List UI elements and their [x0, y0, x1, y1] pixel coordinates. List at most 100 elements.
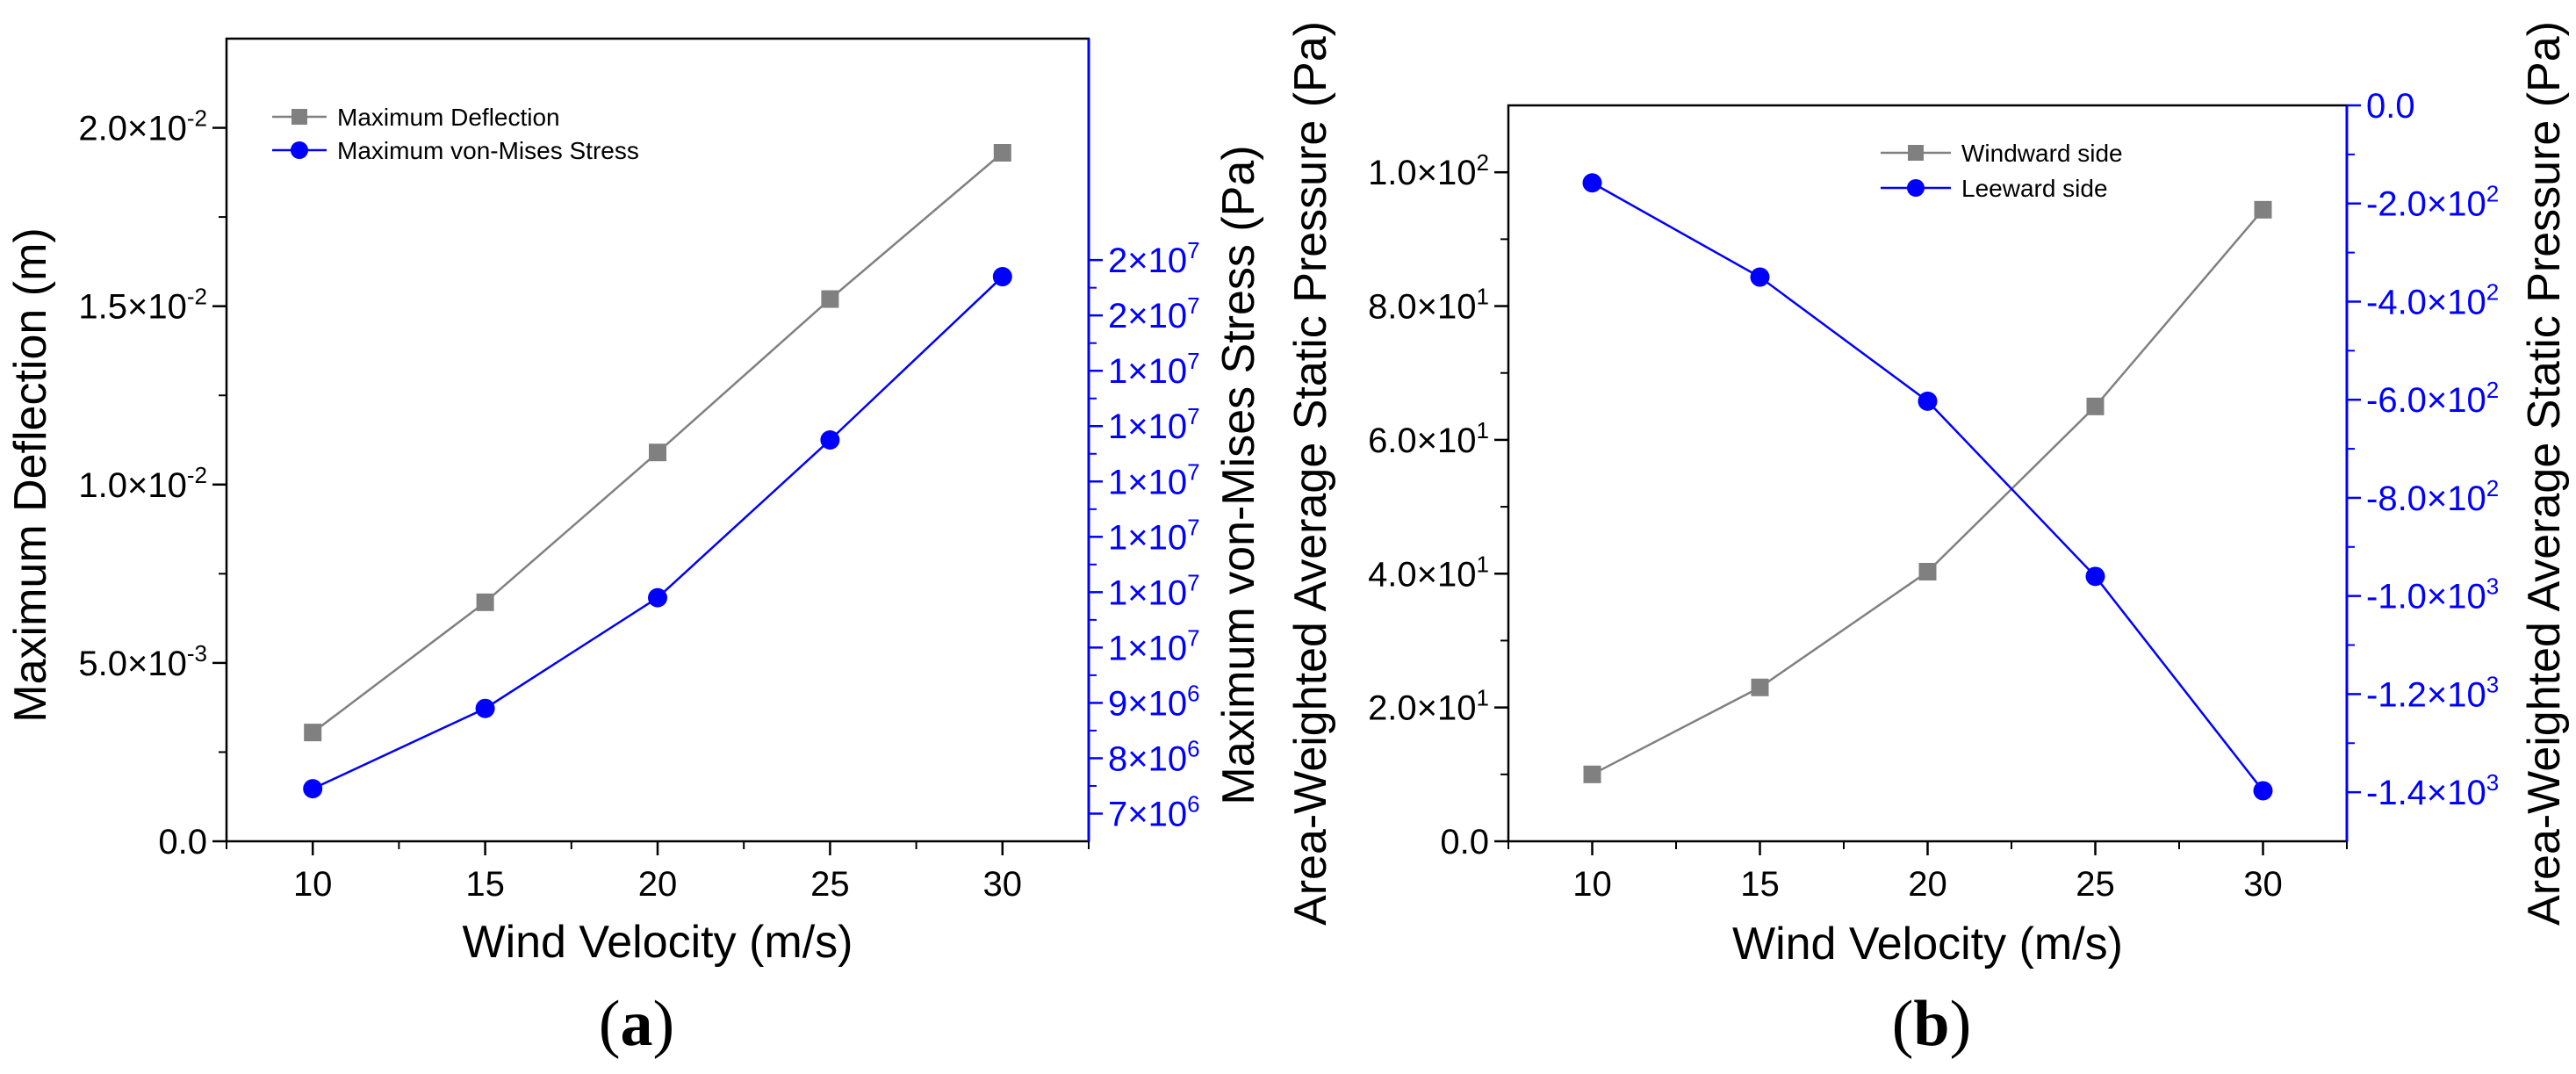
panel-b-right-tick-label: -1.2×103 [2366, 671, 2499, 714]
panel-b-label-close: ) [1950, 988, 1972, 1060]
panel-b-left-tick-label-mantissa: 6.0×10 [1368, 422, 1476, 460]
panel-b-x-tick-label: 20 [1908, 865, 1947, 904]
panel-a-right-tick-label: 9×106 [1108, 680, 1200, 723]
panel-a-right-tick-label-mantissa: 1×10 [1108, 518, 1187, 557]
panel-b-plot-frame [1507, 104, 2349, 843]
panel-a-right-tick-label: 2×107 [1108, 292, 1200, 335]
panel-b-right-tick-label-mantissa: 0.0 [2366, 87, 2415, 126]
panel-b-right-tick-label-exponent: 2 [2486, 377, 2499, 403]
panel-a-right-tick-label: 1×107 [1108, 348, 1200, 391]
panel-a-left-tick-label: 5.0×10-3 [78, 640, 207, 683]
panel-a-right-tick-label-mantissa: 1×10 [1108, 629, 1187, 667]
panel-b-left-tick-label-exponent: 1 [1477, 284, 1489, 310]
panel-b-left-axis-title: Area-Weighted Average Static Pressure (P… [1285, 21, 1336, 926]
panel-a-right-tick-label-mantissa: 7×10 [1108, 795, 1187, 833]
panel-a-left-tick-label: 1.0×10-2 [78, 462, 207, 505]
panel-a-label-open: ( [599, 988, 621, 1060]
panel-a-right-tick-label-exponent: 7 [1187, 458, 1199, 485]
panel-a-x-tick-label: 15 [465, 865, 505, 904]
panel-b-label-letter: b [1913, 988, 1949, 1060]
panel-b-x-tick-label: 25 [2076, 865, 2115, 904]
panel-b-right-tick-label-exponent: 2 [2486, 278, 2499, 305]
panel-a-right-tick-label-mantissa: 1×10 [1108, 352, 1187, 391]
panel-a-right-tick-label-exponent: 7 [1187, 403, 1199, 429]
panel-a-right-tick-label: 8×106 [1108, 735, 1200, 778]
panel-b-left-tick-label-exponent: 1 [1477, 685, 1489, 711]
panel-a-x-tick-label: 20 [638, 865, 678, 904]
panel-b-right-tick-label-mantissa: -1.4×10 [2366, 774, 2486, 812]
panel-a-label: (a) [599, 988, 674, 1060]
panel-b-right-tick-label: -2.0×102 [2366, 181, 2499, 224]
panel-a-right-tick-label-exponent: 6 [1187, 790, 1199, 817]
panel-a-left-tick-label-exponent: -2 [187, 105, 207, 132]
panel-b-right-tick-label-exponent: 3 [2486, 769, 2499, 796]
panel-b-right-tick-label-exponent: 2 [2486, 475, 2499, 501]
panel-b-legend-marker-1 [1907, 179, 1925, 197]
panel-b-left-tick-label-mantissa: 8.0×10 [1368, 288, 1476, 327]
panel-b-right-tick-label-mantissa: -2.0×10 [2366, 185, 2486, 224]
panel-a-right-tick-label-exponent: 7 [1187, 514, 1199, 540]
panel-b-right-axis-title: Area-Weighted Average Static Pressure (P… [2519, 21, 2570, 926]
panel-a-series-1-point [820, 430, 840, 450]
panel-a-left-tick-label-mantissa: 2.0×10 [78, 110, 186, 148]
panel-b-right-tick-label: -6.0×102 [2366, 377, 2499, 420]
panel-a-left-tick-label: 1.5×10-2 [78, 284, 207, 327]
panel-a-legend-label-1: Maximum von-Mises Stress [337, 137, 639, 164]
panel-b-series-0-point [2254, 200, 2272, 219]
panel-a-right-tick-label-mantissa: 9×10 [1108, 684, 1187, 723]
panel-a-left-tick-label-mantissa: 0.0 [158, 823, 207, 861]
panel-b-right-tick-label-mantissa: -6.0×10 [2366, 381, 2486, 420]
panel-b-left-tick-label: 2.0×101 [1368, 685, 1489, 728]
panel-b-label-open: ( [1892, 988, 1914, 1060]
panel-b-left-tick-label: 0.0 [1440, 823, 1489, 861]
panel-a-series-1-point [475, 698, 495, 718]
panel-a-right-tick-label-exponent: 6 [1187, 680, 1199, 706]
panel-b-series-1-point [2253, 781, 2273, 801]
panel-b-left-tick-label-exponent: 1 [1477, 551, 1489, 577]
panel-b-right-tick-label-mantissa: -4.0×10 [2366, 283, 2486, 321]
panel-a-right-tick-label-exponent: 6 [1187, 735, 1199, 761]
panel-b-left-tick-label-mantissa: 1.0×10 [1368, 154, 1476, 192]
panel-a-left-tick-label: 2.0×10-2 [78, 105, 207, 148]
panel-a-legend-marker-1 [291, 141, 308, 159]
panel-a-series-0-point [993, 143, 1011, 162]
panel-b-series-1-point [1918, 391, 1938, 411]
panel-a-left-axis-title: Maximum Deflection (m) [5, 227, 56, 722]
panel-a-x-tick-label: 30 [983, 865, 1023, 904]
panel-a-right-tick-label-mantissa: 1×10 [1108, 463, 1187, 501]
panel-b-right-tick-label: -4.0×102 [2366, 278, 2499, 321]
panel-b-right-tick-label-exponent: 3 [2486, 671, 2499, 697]
panel-b-legend-label-0: Windward side [1961, 140, 2123, 167]
panel-b-left-tick-label-mantissa: 2.0×10 [1368, 689, 1476, 728]
panel-b-left-tick-label-mantissa: 4.0×10 [1368, 555, 1476, 594]
panel-a-series-0-point [649, 443, 666, 462]
panel-b-series-1-point [1582, 173, 1602, 193]
panel-a-right-tick-label: 7×106 [1108, 790, 1200, 833]
panel-b-series-0-point [2086, 397, 2105, 415]
panel-a-series-0-point [476, 593, 494, 611]
panel-b-left-tick-label: 8.0×101 [1368, 284, 1489, 327]
panel-a-right-tick-label-exponent: 7 [1187, 348, 1199, 374]
panel-a-right-tick-label-exponent: 7 [1187, 624, 1199, 651]
panel-b-right-tick-label-mantissa: -8.0×10 [2366, 479, 2486, 518]
panel-b-left-tick-label-exponent: 1 [1477, 417, 1489, 443]
panel-b-right-tick-label: 0.0 [2366, 87, 2415, 126]
panel-a-x-tick-label: 25 [810, 865, 850, 904]
panel-a-series-line-1 [312, 276, 1004, 790]
panel-b-left-tick-label: 4.0×101 [1368, 551, 1489, 594]
panel-a-x-tick-label: 10 [293, 865, 333, 904]
panel-a-left-tick-label-exponent: -2 [187, 462, 207, 488]
panel-a-series-0-point [304, 724, 322, 742]
panel-b-x-tick-label: 10 [1572, 865, 1612, 904]
panel-b-legend-label-1: Leeward side [1961, 175, 2108, 202]
panel-a-left-tick-label-mantissa: 1.0×10 [78, 466, 186, 505]
panel-a-right-tick-label: 1×107 [1108, 403, 1200, 446]
panel-b-x-axis-title: Wind Velocity (m/s) [1732, 919, 2123, 969]
panel-b-left-tick-label-mantissa: 0.0 [1440, 823, 1489, 861]
panel-a-left-tick-label-exponent: -3 [187, 640, 207, 667]
panel-a-series-0-point [821, 290, 839, 308]
panel-a-right-tick-label-exponent: 7 [1187, 569, 1199, 595]
panel-b-series-0-point [1918, 562, 1937, 580]
panel-b-right-tick-label-mantissa: -1.0×10 [2366, 578, 2486, 616]
panel-b-right-tick-label: -1.0×103 [2366, 573, 2499, 616]
